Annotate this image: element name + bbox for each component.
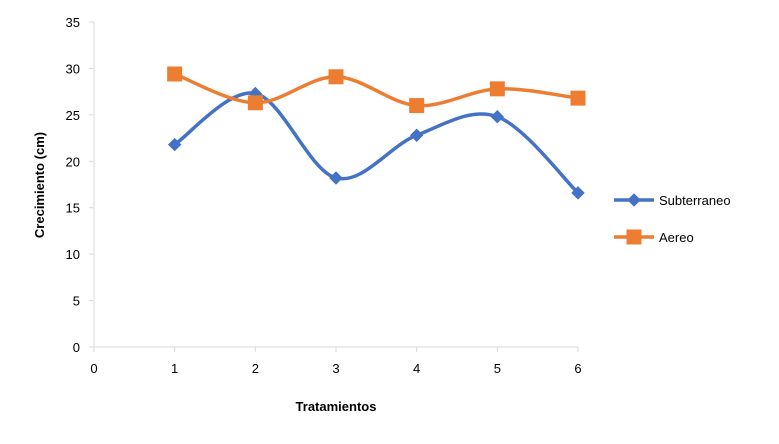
data-point-aereo (489, 81, 505, 97)
y-axis-title: Crecimiento (cm) (32, 132, 47, 238)
series-line-aereo (172, 72, 580, 108)
legend-label: Aereo (659, 230, 694, 245)
x-axis: 0 1 2 3 4 5 6 (90, 346, 582, 376)
x-tick-label: 3 (332, 361, 339, 376)
data-point-aereo (328, 69, 344, 85)
legend-label: Subterraneo (659, 193, 731, 208)
data-point-subterraneo (329, 171, 343, 185)
series-layer (167, 66, 586, 200)
legend: Subterraneo Aereo (614, 193, 731, 245)
legend-item-subterraneo: Subterraneo (614, 193, 731, 208)
y-tick-label: 5 (73, 294, 80, 309)
x-tick-label: 1 (171, 361, 178, 376)
data-point-aereo (247, 95, 263, 111)
x-tick-label: 2 (252, 361, 259, 376)
data-point-subterraneo (490, 110, 505, 124)
x-axis-title: Tratamientos (296, 399, 377, 414)
legend-swatch-marker (627, 193, 641, 207)
x-tick-label: 0 (90, 361, 97, 376)
y-tick-label: 30 (66, 61, 80, 76)
y-tick-label: 10 (66, 247, 80, 262)
y-tick-label: 0 (73, 340, 80, 355)
data-point-subterraneo (571, 186, 585, 200)
data-point-subterraneo (167, 137, 182, 152)
data-point-subterraneo (409, 128, 424, 142)
y-tick-label: 15 (66, 201, 80, 216)
y-tick-label: 25 (66, 108, 80, 123)
x-tick-label: 5 (494, 361, 501, 376)
y-tick-label: 35 (66, 15, 80, 30)
y-axis: 0 5 10 15 20 25 30 35 (66, 15, 95, 355)
data-point-aereo (167, 66, 183, 82)
y-tick-label: 20 (66, 154, 80, 169)
legend-swatch-marker (626, 229, 642, 245)
legend-item-aereo: Aereo (614, 229, 694, 245)
data-point-aereo (409, 98, 425, 114)
series-aereo (167, 66, 586, 114)
series-line-subterraneo (172, 91, 580, 195)
x-tick-label: 4 (413, 361, 420, 376)
x-tick-label: 6 (574, 361, 581, 376)
series-subterraneo (167, 86, 585, 200)
data-point-aereo (570, 90, 586, 106)
